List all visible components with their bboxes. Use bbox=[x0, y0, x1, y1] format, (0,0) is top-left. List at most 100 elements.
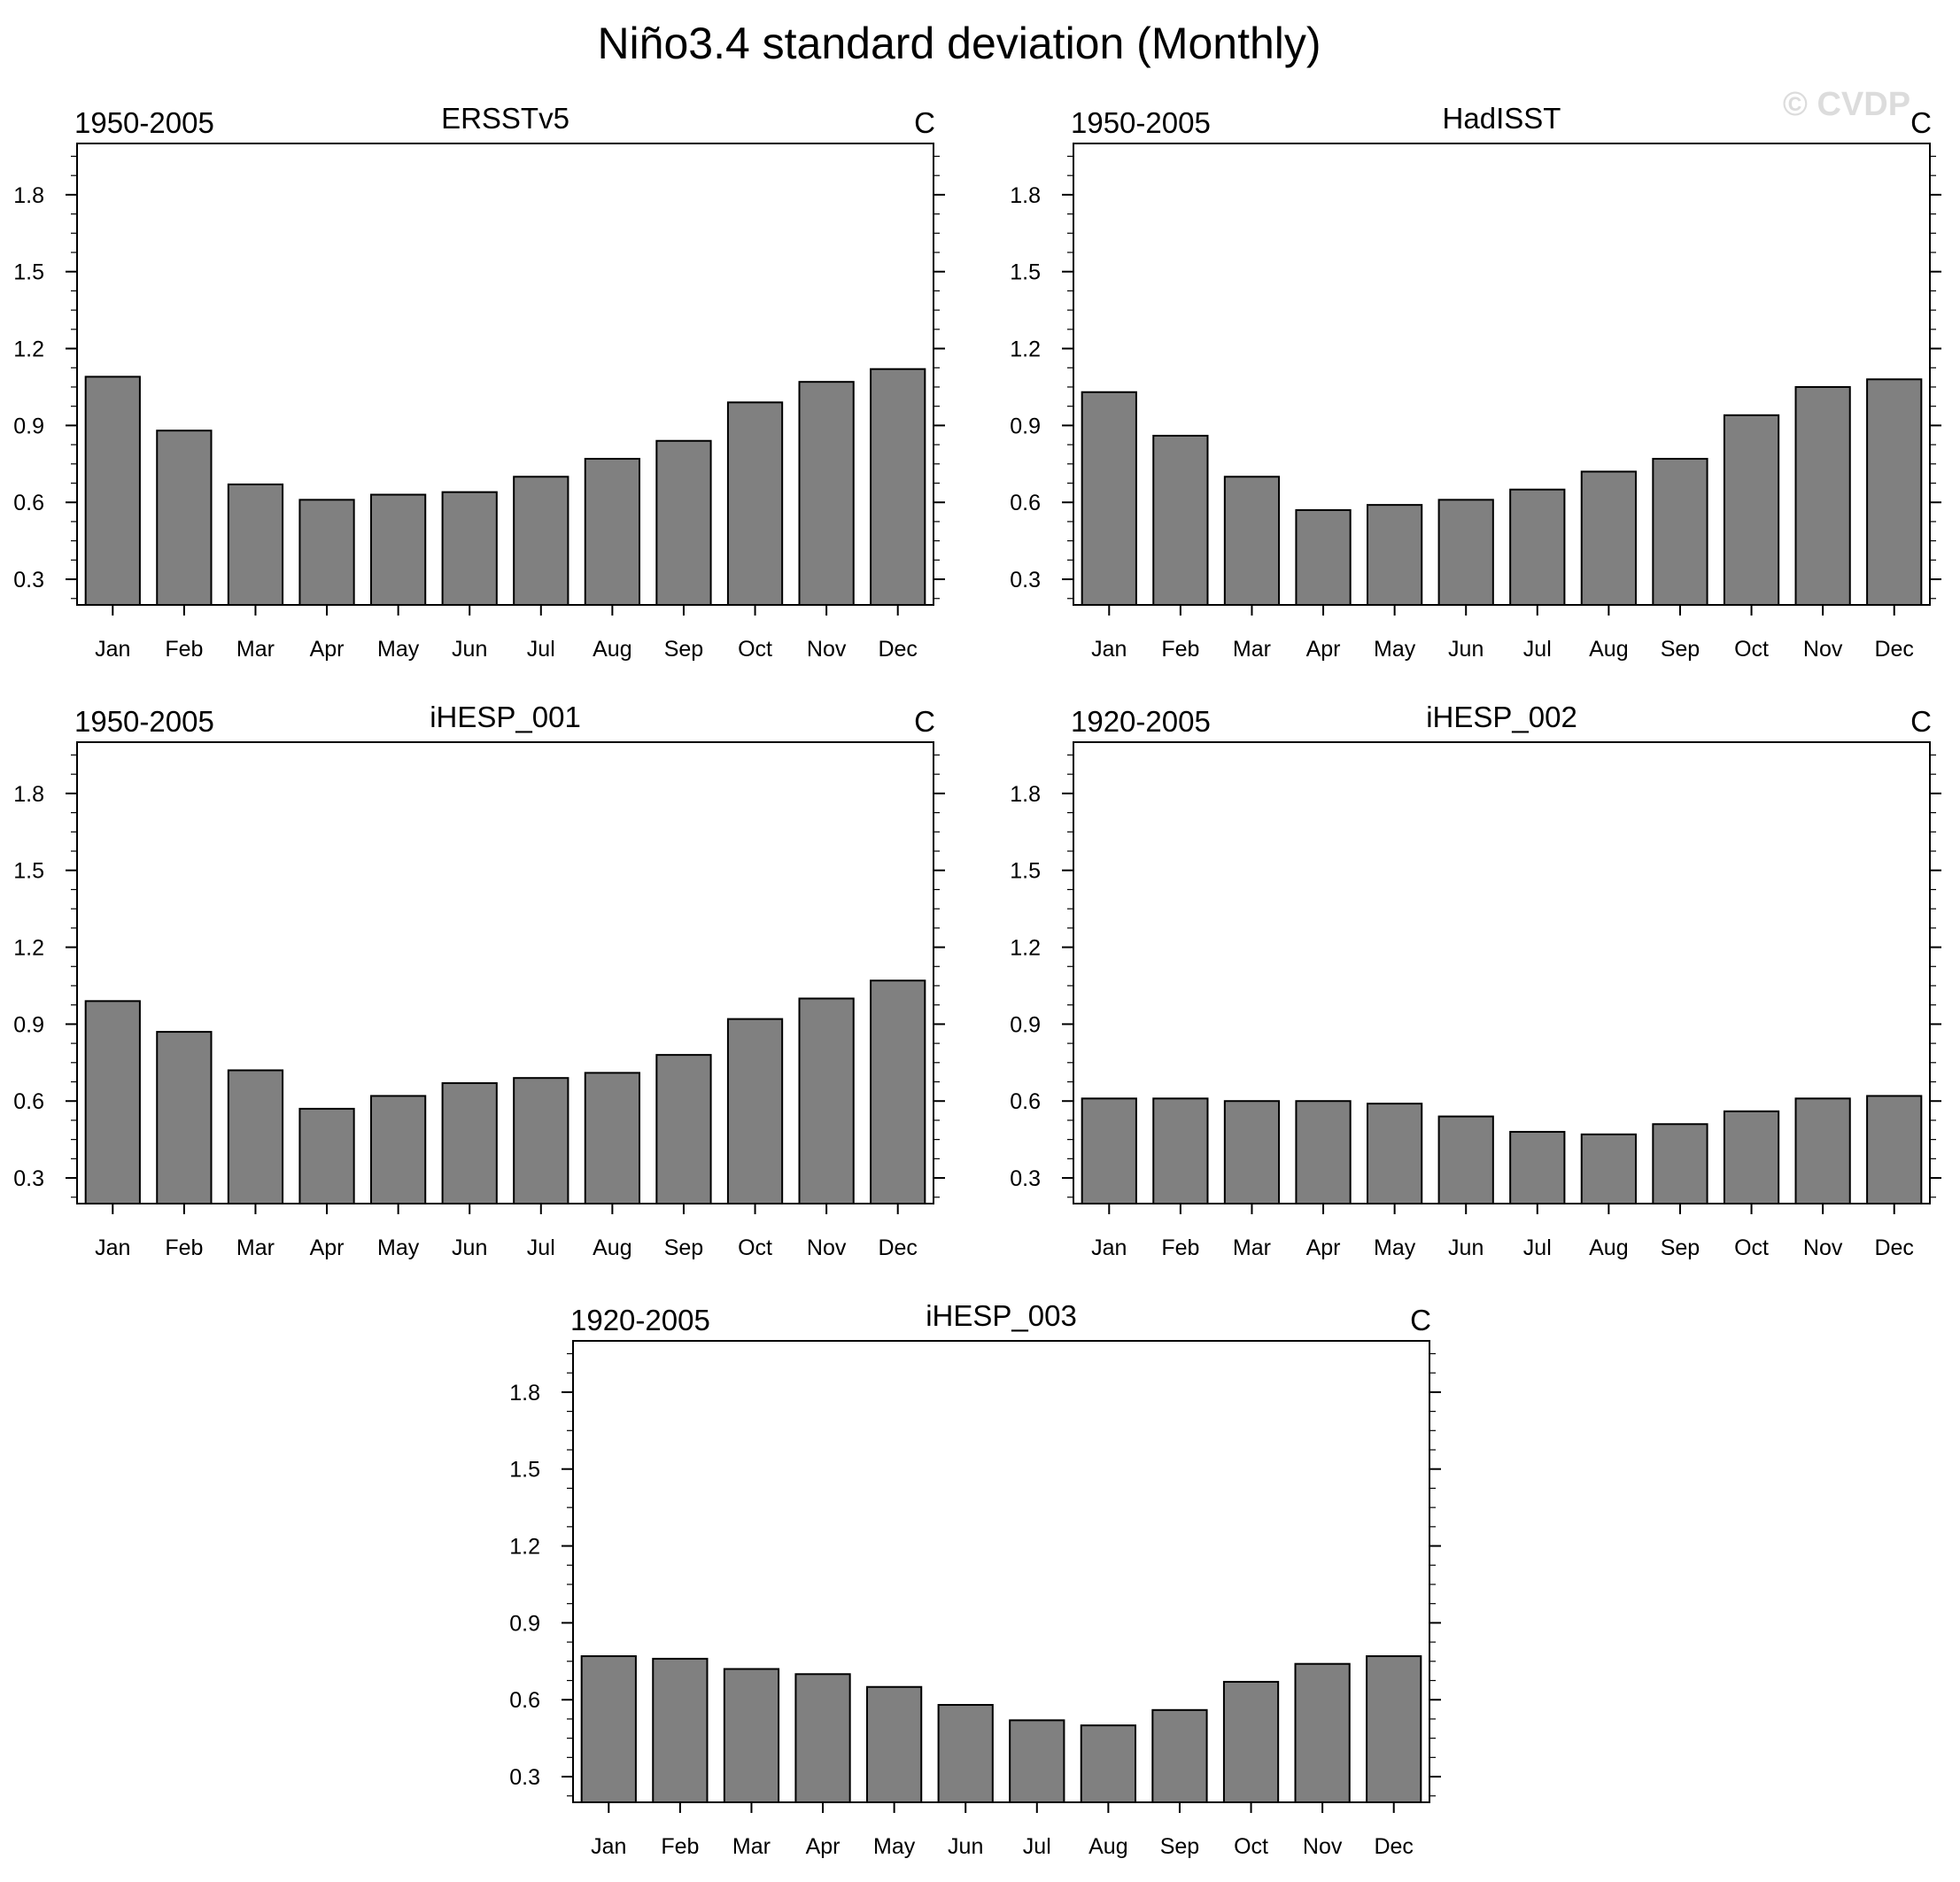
panel-title: iHESP_001 bbox=[430, 701, 581, 733]
x-tick-label: Jun bbox=[948, 1834, 983, 1859]
y-tick-label: 1.8 bbox=[1010, 183, 1041, 208]
bar-oct bbox=[1222, 1680, 1280, 1803]
bar-oct bbox=[726, 401, 784, 606]
period-label: 1950-2005 bbox=[74, 705, 214, 738]
bar-mar bbox=[723, 1668, 780, 1803]
chart-panel-5: 0.3 0.6 0.9 1.2 1.5 1.8 Jan Feb Mar Apr May Jun Jul A… bbox=[509, 1299, 1441, 1859]
x-tick-label: Jan bbox=[1091, 637, 1127, 662]
x-tick-label: May bbox=[377, 1235, 420, 1260]
y-tick-label: 0.9 bbox=[13, 1012, 44, 1037]
y-tick-label: 1.5 bbox=[509, 1458, 540, 1483]
x-tick-label: Jun bbox=[452, 637, 487, 662]
period-label: 1950-2005 bbox=[74, 106, 214, 139]
bar-feb bbox=[652, 1657, 709, 1804]
x-tick-label: May bbox=[377, 637, 420, 662]
x-tick-label: Oct bbox=[1734, 1235, 1769, 1260]
x-tick-label: Jan bbox=[95, 637, 130, 662]
bar-mar bbox=[227, 1069, 284, 1204]
x-tick-label: Aug bbox=[1589, 637, 1628, 662]
x-tick-label: Dec bbox=[1374, 1834, 1413, 1859]
x-tick-label: Jan bbox=[591, 1834, 626, 1859]
bar-jan bbox=[1081, 1097, 1137, 1204]
y-tick-label: 0.3 bbox=[1010, 568, 1041, 592]
bar-apr bbox=[794, 1673, 851, 1804]
bar-jun bbox=[1437, 1115, 1494, 1204]
y-tick-label: 0.6 bbox=[13, 1089, 44, 1114]
bar-oct bbox=[726, 1018, 784, 1204]
bar-jul bbox=[1509, 488, 1566, 606]
bar-jan bbox=[84, 1000, 141, 1204]
x-tick-label: Nov bbox=[807, 1235, 847, 1260]
bar-sep bbox=[1151, 1708, 1208, 1804]
y-tick-label: 0.6 bbox=[13, 491, 44, 515]
plot-frame bbox=[1073, 741, 1931, 1204]
period-label: 1920-2005 bbox=[570, 1304, 710, 1336]
x-tick-label: Feb bbox=[165, 637, 203, 662]
bar-apr bbox=[298, 1107, 355, 1205]
x-tick-label: Jul bbox=[527, 1235, 555, 1260]
bar-jan bbox=[1081, 391, 1137, 607]
units-label: C bbox=[1910, 106, 1932, 139]
period-label: 1950-2005 bbox=[1071, 106, 1211, 139]
bar-sep bbox=[1652, 1123, 1708, 1205]
bar-jul bbox=[1009, 1719, 1065, 1804]
bar-dec bbox=[1366, 1655, 1422, 1804]
bar-jun bbox=[441, 491, 498, 607]
bar-may bbox=[1367, 1103, 1423, 1204]
bar-feb bbox=[1152, 434, 1209, 606]
cvdp-watermark: © CVDP bbox=[1783, 86, 1910, 123]
x-tick-label: Mar bbox=[1233, 1235, 1271, 1260]
chart-panel-3: 0.3 0.6 0.9 1.2 1.5 1.8 Jan Feb Mar Apr May Jun Jul A… bbox=[13, 701, 945, 1260]
bar-may bbox=[370, 493, 427, 606]
plot-frame bbox=[572, 1340, 1430, 1803]
bar-jul bbox=[513, 476, 569, 607]
x-tick-label: Nov bbox=[1803, 1235, 1843, 1260]
x-tick-label: Jun bbox=[452, 1235, 487, 1260]
y-tick-label: 0.6 bbox=[509, 1688, 540, 1713]
figure-title: Niño3.4 standard deviation (Monthly) bbox=[597, 19, 1321, 68]
x-tick-label: Jun bbox=[1448, 1235, 1484, 1260]
panel-title: iHESP_003 bbox=[926, 1299, 1077, 1332]
period-label: 1920-2005 bbox=[1071, 705, 1211, 738]
y-tick-label: 0.3 bbox=[1010, 1166, 1041, 1191]
bar-sep bbox=[1652, 458, 1708, 607]
bar-apr bbox=[1295, 508, 1352, 606]
y-tick-label: 0.9 bbox=[1010, 1012, 1041, 1037]
bar-aug bbox=[584, 1072, 640, 1204]
x-tick-label: Oct bbox=[1234, 1834, 1268, 1859]
y-tick-label: 0.6 bbox=[1010, 491, 1041, 515]
y-tick-label: 1.5 bbox=[13, 859, 44, 884]
bar-oct bbox=[1723, 1110, 1780, 1205]
x-tick-label: Apr bbox=[310, 637, 345, 662]
units-label: C bbox=[914, 106, 935, 139]
panel-title: ERSSTv5 bbox=[441, 102, 569, 135]
panel-title: iHESP_002 bbox=[1426, 701, 1577, 733]
x-tick-label: Jul bbox=[527, 637, 555, 662]
x-tick-label: Feb bbox=[1161, 637, 1199, 662]
x-tick-label: Sep bbox=[1160, 1834, 1199, 1859]
bar-jun bbox=[441, 1081, 498, 1204]
x-tick-label: Sep bbox=[664, 637, 703, 662]
x-tick-label: Jul bbox=[1523, 1235, 1552, 1260]
x-tick-label: Apr bbox=[1306, 1235, 1341, 1260]
bar-nov bbox=[798, 997, 855, 1204]
bar-jun bbox=[1437, 499, 1494, 607]
x-tick-label: Apr bbox=[806, 1834, 841, 1859]
x-tick-label: Mar bbox=[236, 637, 275, 662]
x-tick-label: Feb bbox=[661, 1834, 699, 1859]
x-tick-label: Mar bbox=[1233, 637, 1271, 662]
y-tick-label: 1.2 bbox=[1010, 337, 1041, 362]
plot-frame bbox=[76, 143, 934, 606]
bar-feb bbox=[156, 1031, 213, 1204]
x-tick-label: Aug bbox=[1589, 1235, 1628, 1260]
bar-aug bbox=[584, 458, 640, 607]
bar-apr bbox=[1295, 1100, 1352, 1204]
bar-jul bbox=[513, 1077, 569, 1205]
y-tick-label: 1.5 bbox=[1010, 260, 1041, 285]
y-tick-label: 0.9 bbox=[13, 414, 44, 438]
bar-sep bbox=[655, 1054, 712, 1204]
bar-nov bbox=[1794, 1097, 1851, 1204]
y-tick-label: 1.8 bbox=[1010, 782, 1041, 807]
x-tick-label: Sep bbox=[1661, 637, 1700, 662]
